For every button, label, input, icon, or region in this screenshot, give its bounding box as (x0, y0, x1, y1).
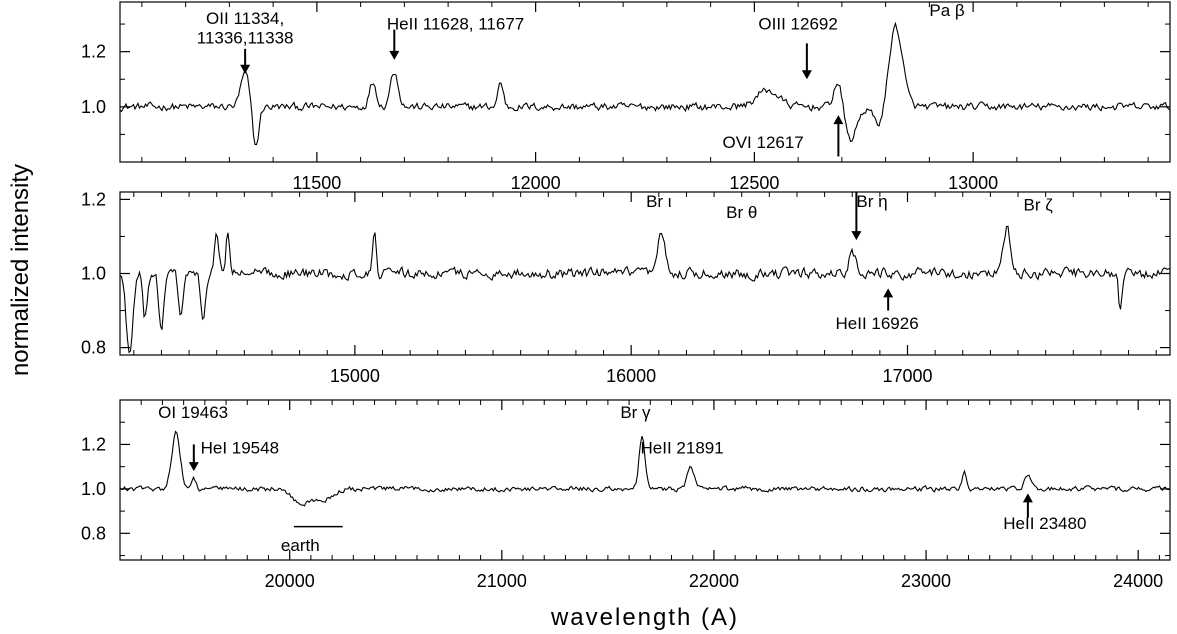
annotation-arrow-head (883, 288, 894, 298)
y-tick-label: 1.0 (81, 97, 106, 117)
y-tick-label: 0.8 (81, 523, 106, 543)
line-annotation: OVI 12617 (722, 133, 803, 152)
y-axis-label: normalized intensity (7, 164, 34, 376)
panel-frame (119, 191, 1171, 356)
annotation-arrow-head (801, 70, 812, 80)
annotation-arrow-head (833, 115, 844, 125)
line-annotation: earth (281, 536, 320, 555)
line-annotation: HeII 11628, 11677 (387, 15, 524, 34)
line-annotation: Br γ (620, 403, 651, 422)
line-annotation: OIII 12692 (758, 15, 837, 34)
spectrum-panel-1: 11500 12000 12500 13000 1.0 1.2 OII 11334,1133… (81, 1, 1171, 193)
line-annotation: HeII 23480 (1003, 514, 1086, 533)
x-tick-label: 20000 (265, 571, 315, 591)
x-tick-label: 17000 (882, 366, 932, 386)
x-axis-label: wavelength (A) (550, 604, 739, 631)
panel-frame (119, 399, 1171, 561)
panel-frame (119, 1, 1171, 163)
line-annotation: Br η (856, 192, 887, 211)
annotation-arrow-head (240, 64, 251, 74)
annotation-arrow-head (188, 462, 199, 472)
line-annotation: Br θ (726, 203, 757, 222)
x-tick-label: 13000 (948, 173, 998, 193)
spectrum-panel-3: 20000 21000 22000 23000 24000 0.8 1.0 1.2 OI 194… (81, 399, 1171, 591)
line-annotation: Br ι (646, 192, 672, 211)
x-tick-label: 12500 (729, 173, 779, 193)
x-tick-label: 15000 (330, 366, 380, 386)
x-tick-label: 11500 (293, 173, 342, 193)
spectrum-panel-2: 15000 16000 17000 0.8 1.0 1.2 Br ι Br θ Br η Br ζ… (81, 189, 1171, 386)
y-tick-label: 1.2 (81, 189, 106, 209)
annotation-arrow-head (389, 50, 400, 60)
line-annotation: HeII 16926 (836, 314, 919, 333)
y-tick-label: 0.8 (81, 338, 106, 358)
y-tick-label: 1.0 (81, 264, 106, 284)
annotation-arrow-head (1022, 493, 1033, 503)
line-annotation: 11336,11338 (197, 28, 294, 47)
x-tick-label: 16000 (606, 366, 656, 386)
x-tick-label: 21000 (477, 571, 527, 591)
line-annotation: OI 19463 (158, 403, 228, 422)
spectrum-line (119, 430, 1171, 507)
line-annotation: HeI 19548 (201, 438, 279, 457)
x-tick-label: 23000 (901, 571, 951, 591)
y-tick-label: 1.0 (81, 479, 106, 499)
line-annotation: OII 11334, (206, 9, 284, 28)
x-tick-label: 24000 (1113, 571, 1163, 591)
line-annotation: HeII 21891 (641, 438, 724, 457)
line-annotation: Pa β (929, 1, 965, 20)
x-tick-label: 22000 (689, 571, 739, 591)
spectrum-line (119, 225, 1171, 354)
y-tick-label: 1.2 (81, 434, 106, 454)
line-annotation: Br ζ (1024, 196, 1054, 215)
spectrum-line (119, 21, 1171, 146)
y-tick-label: 1.2 (81, 42, 106, 62)
x-tick-label: 12000 (511, 173, 561, 193)
annotation-arrow-head (851, 231, 862, 241)
